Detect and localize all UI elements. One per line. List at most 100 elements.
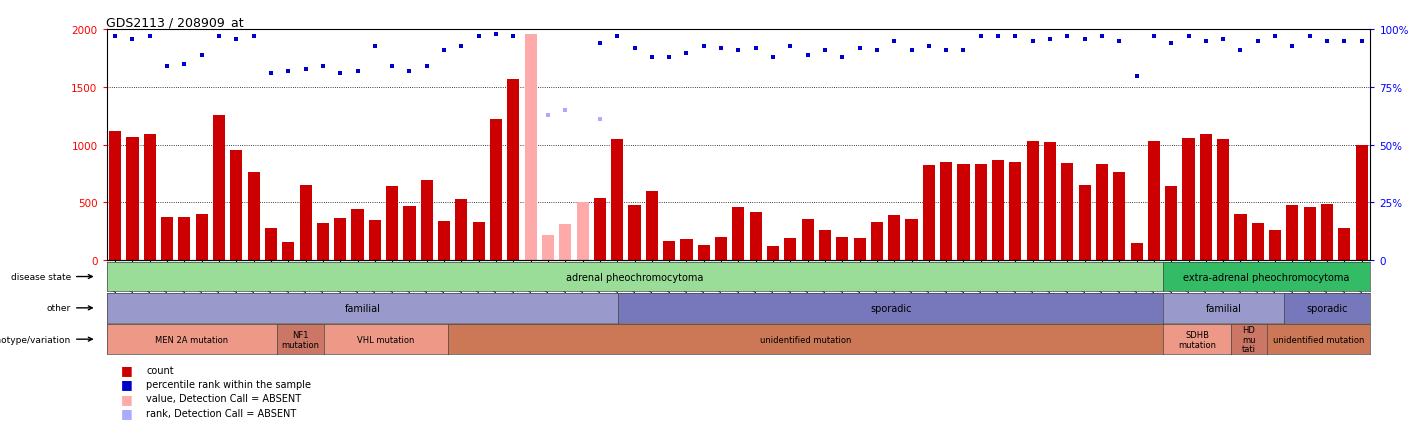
Bar	[697, 246, 710, 260]
Bar	[542, 235, 554, 260]
Point	[381, 64, 403, 71]
Bar	[733, 207, 744, 260]
Point	[710, 45, 733, 52]
Bar	[109, 132, 121, 260]
Bar	[160, 218, 173, 260]
Point	[1004, 34, 1027, 41]
Bar	[1010, 163, 1021, 260]
Bar	[1183, 138, 1194, 260]
Bar	[594, 198, 606, 260]
Text: VHL mutation: VHL mutation	[356, 335, 415, 344]
Bar	[957, 165, 970, 260]
Text: NF1
mutation: NF1 mutation	[281, 330, 320, 349]
Bar	[1287, 205, 1298, 260]
Bar	[870, 223, 883, 260]
Point	[104, 34, 126, 41]
Point	[1316, 38, 1339, 45]
Bar	[629, 205, 640, 260]
Text: count: count	[146, 365, 173, 375]
Point	[917, 43, 940, 50]
Bar	[1079, 186, 1091, 260]
Text: other: other	[47, 304, 71, 312]
Bar	[283, 243, 294, 260]
Bar	[300, 186, 311, 260]
Bar	[1234, 214, 1247, 260]
Bar	[1130, 243, 1143, 260]
Point	[294, 66, 317, 73]
Point	[1091, 34, 1113, 41]
Point	[398, 68, 420, 75]
Point	[121, 36, 143, 43]
Text: ■: ■	[121, 363, 132, 376]
Point	[1021, 38, 1044, 45]
Bar	[437, 221, 450, 260]
Bar	[352, 210, 364, 260]
Point	[277, 68, 300, 75]
Bar	[247, 173, 260, 260]
Bar	[1251, 224, 1264, 260]
Point	[1211, 36, 1234, 43]
Point	[640, 55, 663, 62]
Bar	[559, 225, 571, 260]
Bar	[490, 120, 503, 260]
Bar	[646, 191, 657, 260]
Bar	[213, 115, 226, 260]
Point	[934, 48, 957, 55]
Point	[537, 112, 559, 119]
Bar	[1113, 173, 1125, 260]
Text: MEN 2A mutation: MEN 2A mutation	[155, 335, 229, 344]
Bar	[1027, 142, 1039, 260]
Bar	[1200, 135, 1211, 260]
Point	[190, 52, 213, 59]
Text: disease state: disease state	[11, 273, 71, 281]
Bar	[507, 80, 520, 260]
Point	[329, 71, 352, 78]
Text: SD
HD
mu
tati
on: SD HD mu tati on	[1242, 316, 1255, 363]
Bar	[923, 166, 934, 260]
Point	[467, 34, 490, 41]
Point	[173, 61, 196, 68]
Bar	[680, 239, 693, 260]
Point	[900, 48, 923, 55]
Text: familial: familial	[1206, 303, 1241, 313]
Bar	[716, 237, 727, 260]
Point	[797, 52, 819, 59]
Bar	[1269, 230, 1281, 260]
Point	[1247, 38, 1269, 45]
Bar	[767, 247, 780, 260]
Point	[364, 43, 386, 50]
Point	[1056, 34, 1079, 41]
Point	[207, 34, 230, 41]
Point	[744, 45, 767, 52]
Point	[1074, 36, 1096, 43]
Bar	[230, 151, 243, 260]
Bar	[524, 35, 537, 260]
Bar	[801, 220, 814, 260]
Point	[693, 43, 716, 50]
Text: sporadic: sporadic	[1306, 303, 1348, 313]
Bar	[1044, 143, 1056, 260]
Text: adrenal pheochromocytoma: adrenal pheochromocytoma	[567, 272, 703, 282]
Bar	[317, 224, 329, 260]
Bar	[906, 219, 917, 260]
Text: genotype/variation: genotype/variation	[0, 335, 71, 344]
Bar	[369, 221, 381, 260]
Bar	[456, 200, 467, 260]
Point	[1281, 43, 1304, 50]
Point	[260, 71, 283, 78]
Point	[606, 34, 629, 41]
Point	[346, 68, 369, 75]
Point	[243, 34, 266, 41]
Bar	[1321, 204, 1333, 260]
Point	[987, 34, 1010, 41]
Point	[1160, 41, 1183, 48]
Bar	[888, 216, 900, 260]
Point	[780, 43, 802, 50]
Text: unidentified mutation: unidentified mutation	[1272, 335, 1365, 344]
Bar	[126, 137, 139, 260]
Point	[848, 45, 870, 52]
Text: familial: familial	[345, 303, 381, 313]
Bar	[386, 187, 398, 260]
Point	[831, 55, 853, 62]
Bar	[1338, 228, 1350, 260]
